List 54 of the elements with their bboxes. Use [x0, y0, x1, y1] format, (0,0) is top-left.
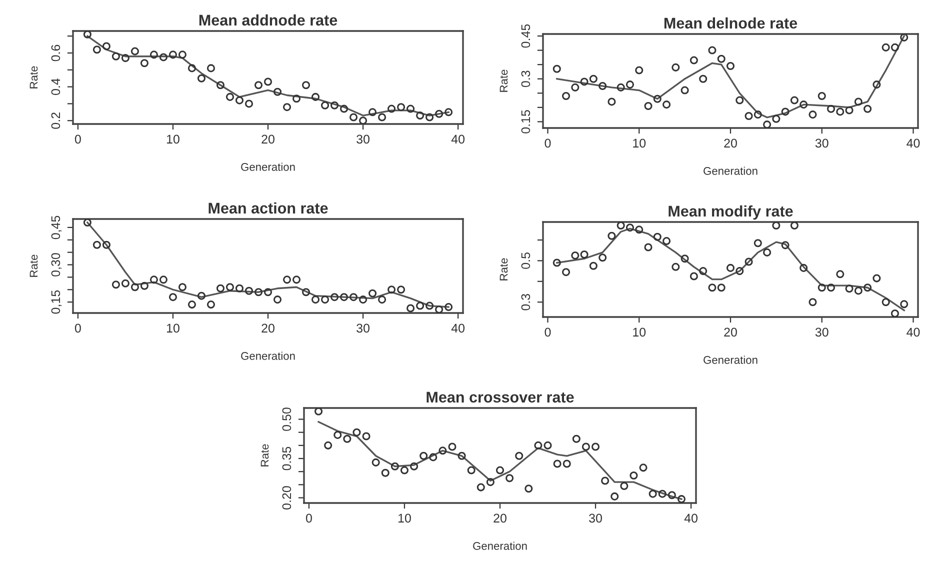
x-tick-label: 30 — [815, 138, 828, 148]
x-tick-label: 0 — [74, 324, 81, 333]
y-tick-label: 0.3 — [521, 70, 530, 88]
x-tick-label: 20 — [724, 138, 737, 148]
x-tick-label: 10 — [633, 138, 646, 148]
chart-title: Mean modify rate — [668, 205, 793, 220]
chart-title: Mean action rate — [208, 202, 328, 214]
x-tick-label: 10 — [633, 328, 646, 337]
x-tick-label: 10 — [166, 324, 180, 333]
y-axis-title: Rate — [500, 258, 508, 280]
x-tick-label: 40 — [451, 324, 465, 333]
x-tick-label: 0 — [544, 328, 551, 337]
x-tick-label: 40 — [906, 328, 920, 337]
x-tick-label: 20 — [494, 514, 506, 523]
x-tick-label: 30 — [815, 328, 828, 337]
y-axis-title: Rate — [500, 70, 508, 92]
x-tick-label: 0 — [306, 514, 312, 523]
x-tick-label: 30 — [356, 324, 370, 333]
x-axis-title: Generation — [241, 352, 295, 360]
x-tick-label: 20 — [262, 134, 274, 144]
y-tick-label: 0.50 — [282, 408, 292, 431]
y-tick-label: 0.45 — [521, 24, 530, 48]
y-axis-title: Rate — [30, 254, 38, 277]
x-axis-title: Generation — [704, 166, 758, 175]
x-tick-label: 40 — [906, 138, 920, 148]
y-tick-label: 0.2 — [51, 112, 60, 129]
x-axis-title: Generation — [704, 356, 758, 364]
y-tick-label: 0.5 — [521, 252, 530, 269]
chart-title: Mean crossover rate — [426, 392, 574, 403]
y-tick-label: 0.6 — [51, 44, 60, 62]
y-axis-title: Rate — [260, 444, 269, 466]
x-tick-label: 40 — [684, 514, 698, 523]
chart-title: Mean delnode rate — [664, 17, 798, 29]
y-tick-label: 0,45 — [51, 216, 62, 240]
x-tick-label: 0 — [544, 138, 551, 148]
y-tick-label: 0.15 — [521, 110, 530, 134]
x-tick-label: 30 — [589, 514, 602, 523]
chart-title: Mean addnode rate — [199, 14, 338, 26]
x-tick-label: 20 — [262, 324, 274, 333]
y-tick-label: 0,30 — [51, 253, 62, 276]
y-tick-label: 0.20 — [282, 486, 292, 510]
x-tick-label: 30 — [356, 134, 370, 144]
x-tick-label: 20 — [724, 328, 737, 337]
x-axis-title: Generation — [473, 542, 527, 550]
y-tick-label: 0.4 — [51, 78, 60, 95]
x-tick-label: 40 — [451, 134, 465, 144]
y-tick-label: 0.3 — [521, 294, 530, 310]
y-axis-title: Rate — [30, 66, 38, 88]
x-tick-label: 0 — [74, 134, 81, 144]
x-tick-label: 10 — [166, 134, 180, 144]
x-tick-label: 10 — [398, 514, 411, 523]
x-axis-title: Generation — [241, 162, 295, 171]
y-tick-label: 0.35 — [282, 446, 292, 470]
y-tick-label: 0,15 — [51, 290, 62, 314]
